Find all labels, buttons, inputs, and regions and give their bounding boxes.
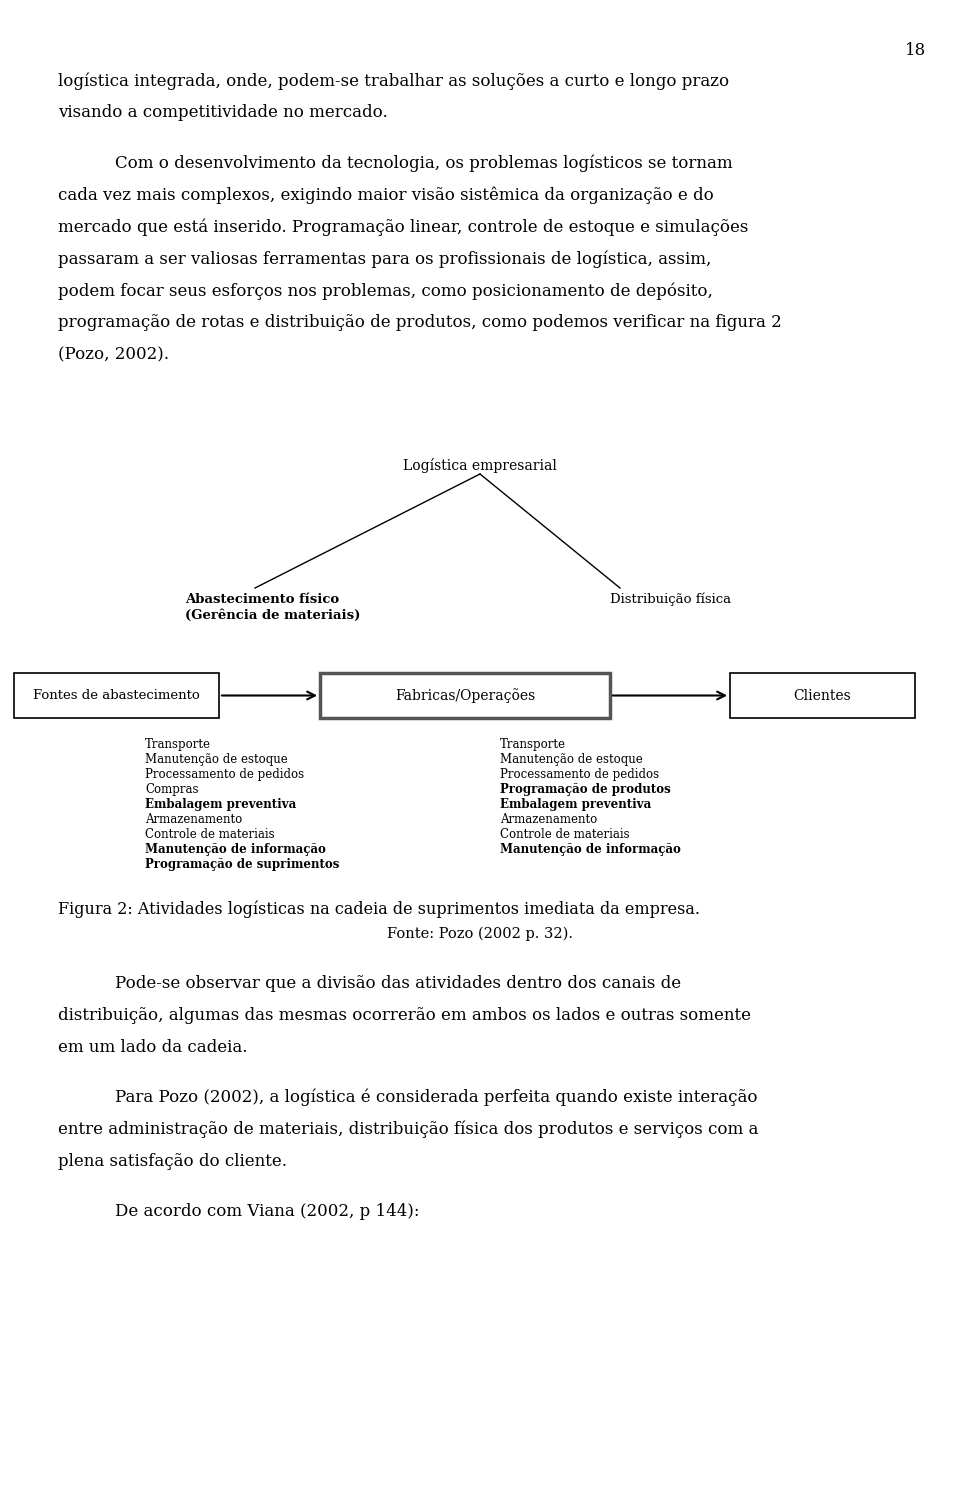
Text: Manutenção de estoque: Manutenção de estoque xyxy=(500,753,643,766)
Text: Manutenção de informação: Manutenção de informação xyxy=(500,842,681,856)
Text: em um lado da cadeia.: em um lado da cadeia. xyxy=(58,1039,248,1056)
Text: visando a competitividade no mercado.: visando a competitividade no mercado. xyxy=(58,104,388,121)
Text: Processamento de pedidos: Processamento de pedidos xyxy=(145,768,304,781)
Text: Manutenção de estoque: Manutenção de estoque xyxy=(145,753,288,766)
Text: Armazenamento: Armazenamento xyxy=(145,813,242,826)
Text: plena satisfação do cliente.: plena satisfação do cliente. xyxy=(58,1153,287,1170)
Text: Clientes: Clientes xyxy=(794,689,852,702)
Bar xyxy=(730,672,915,719)
Text: Manutenção de informação: Manutenção de informação xyxy=(145,842,325,856)
Text: distribuição, algumas das mesmas ocorrerão em ambos os lados e outras somente: distribuição, algumas das mesmas ocorrer… xyxy=(58,1006,751,1024)
Text: Programação de produtos: Programação de produtos xyxy=(500,783,671,796)
Text: Controle de materiais: Controle de materiais xyxy=(145,828,275,841)
Text: Embalagem preventiva: Embalagem preventiva xyxy=(145,798,297,811)
Text: podem focar seus esforços nos problemas, como posicionamento de depósito,: podem focar seus esforços nos problemas,… xyxy=(58,282,713,300)
Text: Embalagem preventiva: Embalagem preventiva xyxy=(500,798,651,811)
Text: Com o desenvolvimento da tecnologia, os problemas logísticos se tornam: Com o desenvolvimento da tecnologia, os … xyxy=(115,154,732,171)
Text: Fonte: Pozo (2002 p. 32).: Fonte: Pozo (2002 p. 32). xyxy=(387,927,573,941)
Text: Armazenamento: Armazenamento xyxy=(500,813,597,826)
Text: Logística empresarial: Logística empresarial xyxy=(403,458,557,473)
Text: 18: 18 xyxy=(905,42,926,60)
Text: Distribuição física: Distribuição física xyxy=(610,593,732,607)
Text: Transporte: Transporte xyxy=(500,738,566,751)
Bar xyxy=(320,672,610,719)
Text: (Gerência de materiais): (Gerência de materiais) xyxy=(185,608,360,622)
Text: Pode-se observar que a divisão das atividades dentro dos canais de: Pode-se observar que a divisão das ativi… xyxy=(115,975,682,992)
Text: Transporte: Transporte xyxy=(145,738,211,751)
Text: Fabricas/Operações: Fabricas/Operações xyxy=(395,687,535,702)
Text: Figura 2: Atividades logísticas na cadeia de suprimentos imediata da empresa.: Figura 2: Atividades logísticas na cadei… xyxy=(58,901,700,918)
Text: Fontes de abastecimento: Fontes de abastecimento xyxy=(34,689,200,702)
Text: Controle de materiais: Controle de materiais xyxy=(500,828,630,841)
Text: Para Pozo (2002), a logística é considerada perfeita quando existe interação: Para Pozo (2002), a logística é consider… xyxy=(115,1088,757,1106)
Text: Abastecimento físico: Abastecimento físico xyxy=(185,593,339,605)
Text: logística integrada, onde, podem-se trabalhar as soluções a curto e longo prazo: logística integrada, onde, podem-se trab… xyxy=(58,72,730,89)
Text: mercado que está inserido. Programação linear, controle de estoque e simulações: mercado que está inserido. Programação l… xyxy=(58,218,749,236)
Text: cada vez mais complexos, exigindo maior visão sistêmica da organização e do: cada vez mais complexos, exigindo maior … xyxy=(58,186,713,203)
Text: (Pozo, 2002).: (Pozo, 2002). xyxy=(58,346,169,362)
Text: programação de rotas e distribuição de produtos, como podemos verificar na figur: programação de rotas e distribuição de p… xyxy=(58,315,781,331)
Text: De acordo com Viana (2002, p 144):: De acordo com Viana (2002, p 144): xyxy=(115,1203,420,1220)
Bar xyxy=(14,672,219,719)
Text: Programação de suprimentos: Programação de suprimentos xyxy=(145,857,340,871)
Text: passaram a ser valiosas ferramentas para os profissionais de logística, assim,: passaram a ser valiosas ferramentas para… xyxy=(58,250,711,267)
Text: entre administração de materiais, distribuição física dos produtos e serviços co: entre administração de materiais, distri… xyxy=(58,1121,758,1139)
Text: Processamento de pedidos: Processamento de pedidos xyxy=(500,768,660,781)
Text: Compras: Compras xyxy=(145,783,199,796)
